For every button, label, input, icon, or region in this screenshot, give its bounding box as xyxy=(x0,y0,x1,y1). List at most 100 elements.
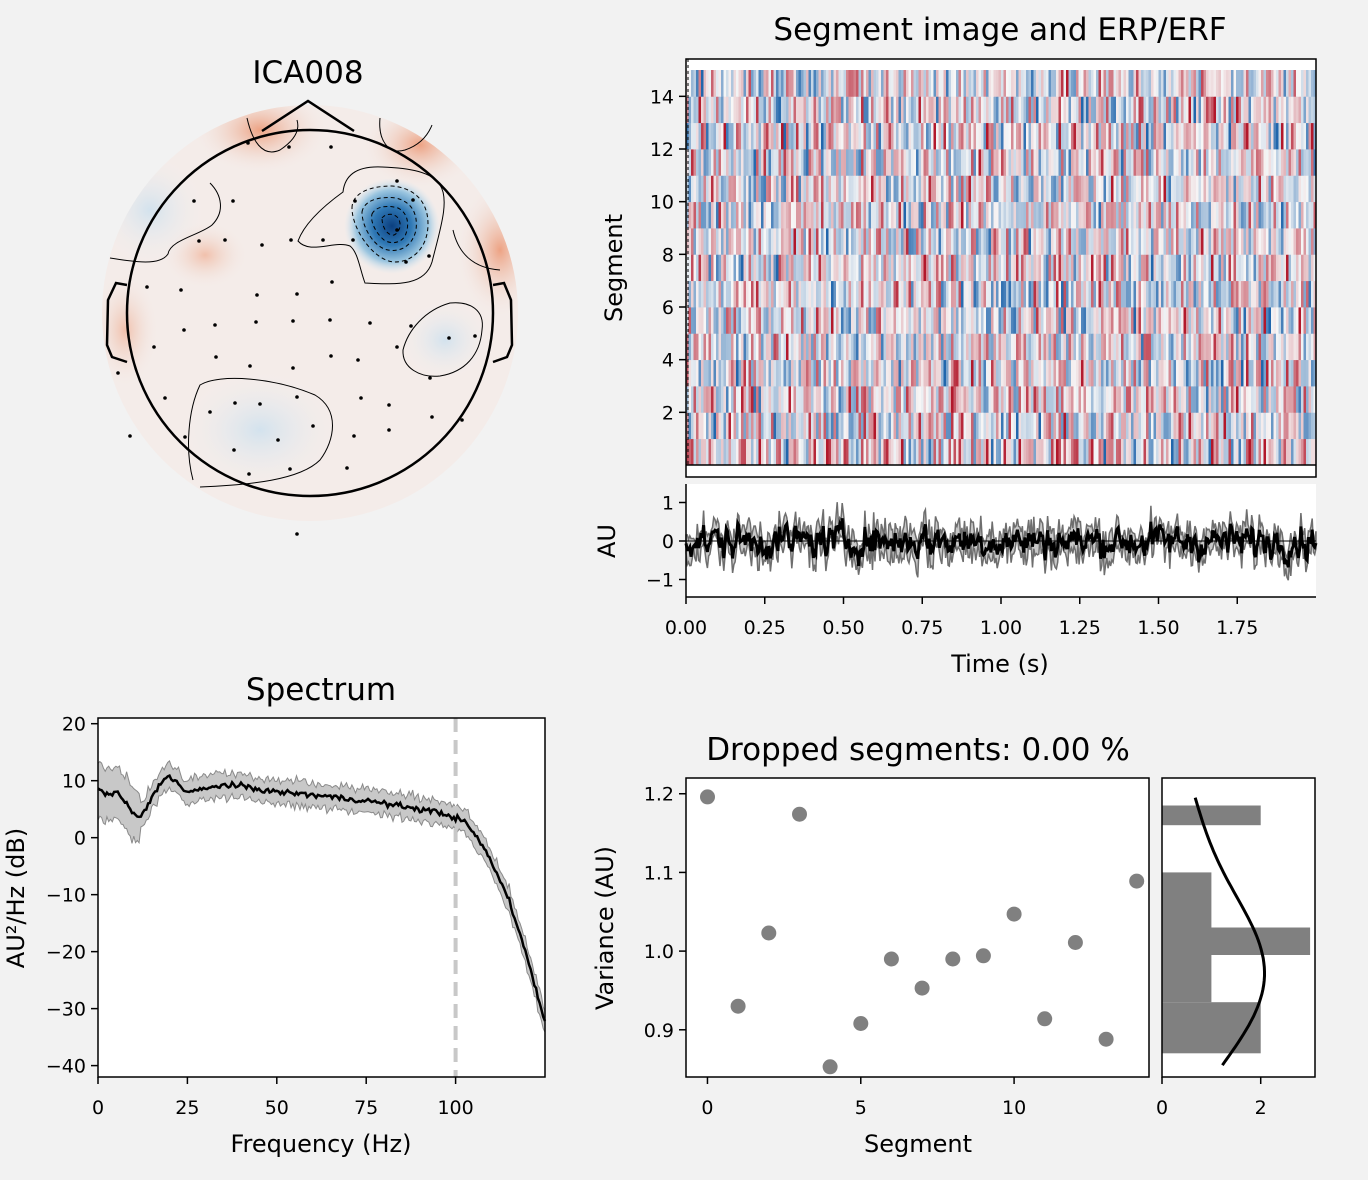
heatmap-cell xyxy=(1168,254,1172,282)
heatmap-cell xyxy=(1086,254,1089,282)
heatmap-cell xyxy=(886,96,889,124)
heatmap-cell xyxy=(868,201,872,229)
heatmap-cell xyxy=(1293,438,1297,466)
heatmap-cell xyxy=(773,175,777,203)
heatmap-cell xyxy=(986,254,989,282)
heatmap-cell xyxy=(818,307,822,334)
heatmap-cell xyxy=(973,175,977,203)
heatmap-cell xyxy=(1006,280,1009,308)
heatmap-cell xyxy=(1031,412,1034,440)
heatmap-cell xyxy=(748,122,752,150)
heatmap-cell xyxy=(988,201,992,229)
heatmap-cell xyxy=(1226,412,1229,440)
heatmap-cell xyxy=(1021,359,1024,387)
heatmap-cell xyxy=(796,280,799,308)
heatmap-cell xyxy=(1261,359,1264,387)
heatmap-cell xyxy=(901,122,904,150)
ytick-label: 1 xyxy=(662,493,674,515)
heatmap-cell xyxy=(796,96,799,124)
heatmap-cell xyxy=(931,438,934,466)
heatmap-cell xyxy=(1076,201,1079,229)
heatmap-cell xyxy=(1186,122,1189,150)
heatmap-cell xyxy=(1231,201,1234,229)
scatter-point xyxy=(975,948,991,964)
heatmap-cell xyxy=(1253,96,1257,124)
heatmap-cell xyxy=(1276,412,1279,440)
heatmap-cell xyxy=(1091,96,1094,124)
heatmap-cell xyxy=(986,333,989,361)
heatmap-cell xyxy=(686,201,689,229)
heatmap-cell xyxy=(1041,70,1044,97)
heatmap-cell xyxy=(1006,149,1009,176)
heatmap-cell xyxy=(941,175,944,203)
heatmap-cell xyxy=(1068,149,1072,176)
heatmap-cell xyxy=(1028,228,1032,255)
heatmap-cell xyxy=(976,412,979,440)
heatmap-cell xyxy=(688,96,692,124)
heatmap-cell xyxy=(1106,228,1109,255)
heatmap-cell xyxy=(1286,70,1289,97)
heatmap-cell xyxy=(1261,175,1264,203)
heatmap-cell xyxy=(923,96,927,124)
heatmap-cell xyxy=(1003,333,1007,361)
heatmap-cell xyxy=(1306,175,1309,203)
heatmap-cell xyxy=(748,175,752,203)
heatmap-cell xyxy=(1198,386,1202,413)
heatmap-cell xyxy=(1053,359,1057,387)
heatmap-cell xyxy=(1181,201,1184,229)
heatmap-cell xyxy=(873,175,877,203)
heatmap-cell xyxy=(823,386,827,413)
sensor-dot xyxy=(411,198,415,202)
heatmap-cell xyxy=(983,201,987,229)
ytick-label: 8 xyxy=(662,244,674,266)
histogram-bar xyxy=(1162,872,1212,928)
heatmap-cell xyxy=(1081,438,1084,466)
spectrum-title: Spectrum xyxy=(246,672,396,708)
heatmap-cell xyxy=(948,122,952,150)
heatmap-cell xyxy=(948,96,952,124)
heatmap-cell xyxy=(1008,201,1012,229)
heatmap-cell xyxy=(1013,70,1017,97)
heatmap-cell xyxy=(916,201,919,229)
heatmap-cell xyxy=(986,96,989,124)
heatmap-cell xyxy=(1053,386,1057,413)
heatmap-cell xyxy=(1146,122,1149,150)
xtick-label: 1.50 xyxy=(1137,617,1179,639)
heatmap-cell xyxy=(801,307,804,334)
heatmap-cell xyxy=(731,175,734,203)
heatmap-cell xyxy=(1243,201,1247,229)
heatmap-cell xyxy=(1116,412,1119,440)
heatmap-cell xyxy=(768,412,772,440)
heatmap-cell xyxy=(1031,96,1034,124)
heatmap-cell xyxy=(1303,386,1307,413)
heatmap-cell xyxy=(1201,280,1204,308)
heatmap-cell xyxy=(1258,359,1262,387)
heatmap-cell xyxy=(1186,386,1189,413)
heatmap-cell xyxy=(906,149,909,176)
heatmap-cell xyxy=(888,280,892,308)
heatmap-cell xyxy=(1096,149,1099,176)
heatmap-cell xyxy=(943,333,947,361)
heatmap-cell xyxy=(776,228,779,255)
heatmap-cell xyxy=(761,359,764,387)
heatmap-cell xyxy=(1063,122,1067,150)
heatmap-cell xyxy=(1066,149,1069,176)
heatmap-cell xyxy=(803,333,807,361)
heatmap-cell xyxy=(1033,359,1037,387)
heatmap-cell xyxy=(1051,175,1054,203)
heatmap-cell xyxy=(986,228,989,255)
heatmap-cell xyxy=(836,254,839,282)
heatmap-cell xyxy=(881,280,884,308)
heatmap-cell xyxy=(1191,122,1194,150)
heatmap-cell xyxy=(966,438,969,466)
heatmap-cell xyxy=(821,122,824,150)
heatmap-cell xyxy=(838,254,842,282)
heatmap-cell xyxy=(1291,96,1294,124)
heatmap-cell xyxy=(1261,122,1264,150)
heatmap-cell xyxy=(1118,228,1122,255)
heatmap-cell xyxy=(1011,149,1014,176)
heatmap-cell xyxy=(928,201,932,229)
heatmap-cell xyxy=(1226,359,1229,387)
heatmap-cell xyxy=(1278,175,1282,203)
heatmap-cell xyxy=(1191,149,1194,176)
